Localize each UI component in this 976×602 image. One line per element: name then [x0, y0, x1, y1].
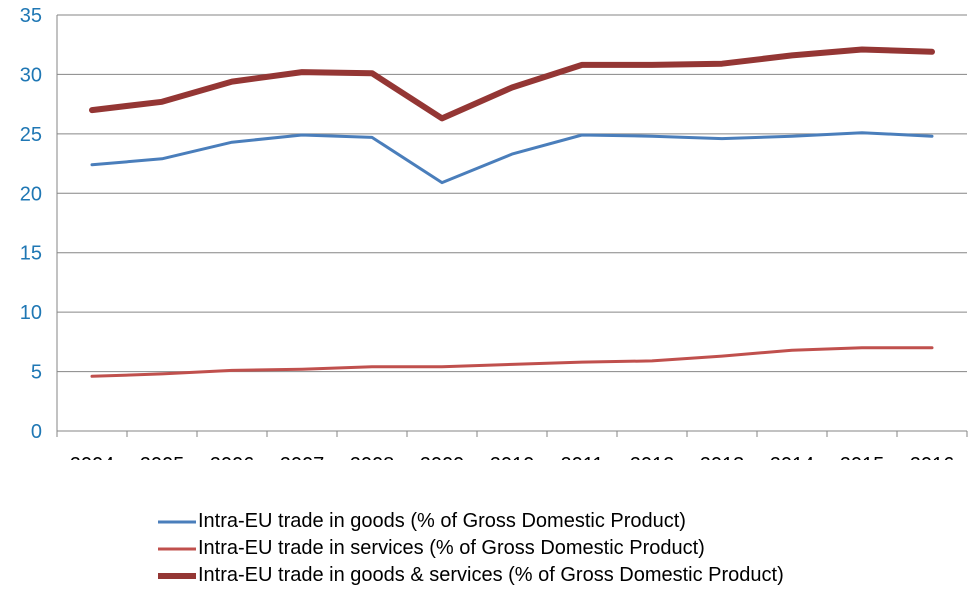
x-tick-label: 2009: [420, 454, 465, 460]
legend-label-goods-services: Intra-EU trade in goods & services (% of…: [198, 564, 784, 586]
legend-swatch-goods-services: [158, 572, 196, 579]
y-tick-label: 25: [20, 124, 42, 146]
y-tick-label: 10: [20, 302, 42, 324]
y-tick-label: 20: [20, 183, 42, 205]
y-tick-label: 0: [31, 421, 42, 443]
legend-swatch-services: [158, 547, 196, 550]
x-tick-label: 2008: [350, 454, 395, 460]
y-tick-label: 15: [20, 243, 42, 265]
legend: Intra-EU trade in goods (% of Gross Dome…: [158, 508, 784, 589]
x-axis: 2004 2005 2006 2007 2008 2009 2010 2011 2012 2013…: [56, 15, 968, 460]
x-tick-label: 2015: [840, 454, 885, 460]
legend-item-goods-services: Intra-EU trade in goods & services (% of…: [158, 562, 784, 589]
y-tick-label: 35: [20, 5, 42, 27]
x-tick-label: 2013: [700, 454, 745, 460]
legend-item-services: Intra-EU trade in services (% of Gross D…: [158, 535, 784, 562]
x-tick-label: 2004: [70, 454, 115, 460]
legend-label-services: Intra-EU trade in services (% of Gross D…: [198, 537, 705, 559]
series-lines: [89, 46, 935, 378]
legend-item-goods: Intra-EU trade in goods (% of Gross Dome…: [158, 508, 784, 535]
y-axis-ticks: 0 5 10 15 20 25 30 35: [20, 5, 42, 443]
x-tick-label: 2005: [140, 454, 185, 460]
x-tick-label: 2012: [630, 454, 675, 460]
x-tick-label: 2010: [490, 454, 535, 460]
legend-label-goods: Intra-EU trade in goods (% of Gross Dome…: [198, 510, 686, 532]
x-tick-label: 2016: [910, 454, 955, 460]
x-tick-label: 2006: [210, 454, 255, 460]
legend-swatch-goods: [158, 520, 196, 523]
y-tick-label: 30: [20, 64, 42, 86]
x-tick-label: 2007: [280, 454, 325, 460]
x-tick-label: 2014: [770, 454, 815, 460]
series-line-0: [90, 131, 934, 185]
series-line-2: [89, 46, 935, 122]
gridlines: [57, 14, 967, 373]
y-tick-label: 5: [31, 362, 42, 384]
series-line-1: [90, 346, 934, 378]
x-tick-label: 2011: [560, 454, 603, 460]
